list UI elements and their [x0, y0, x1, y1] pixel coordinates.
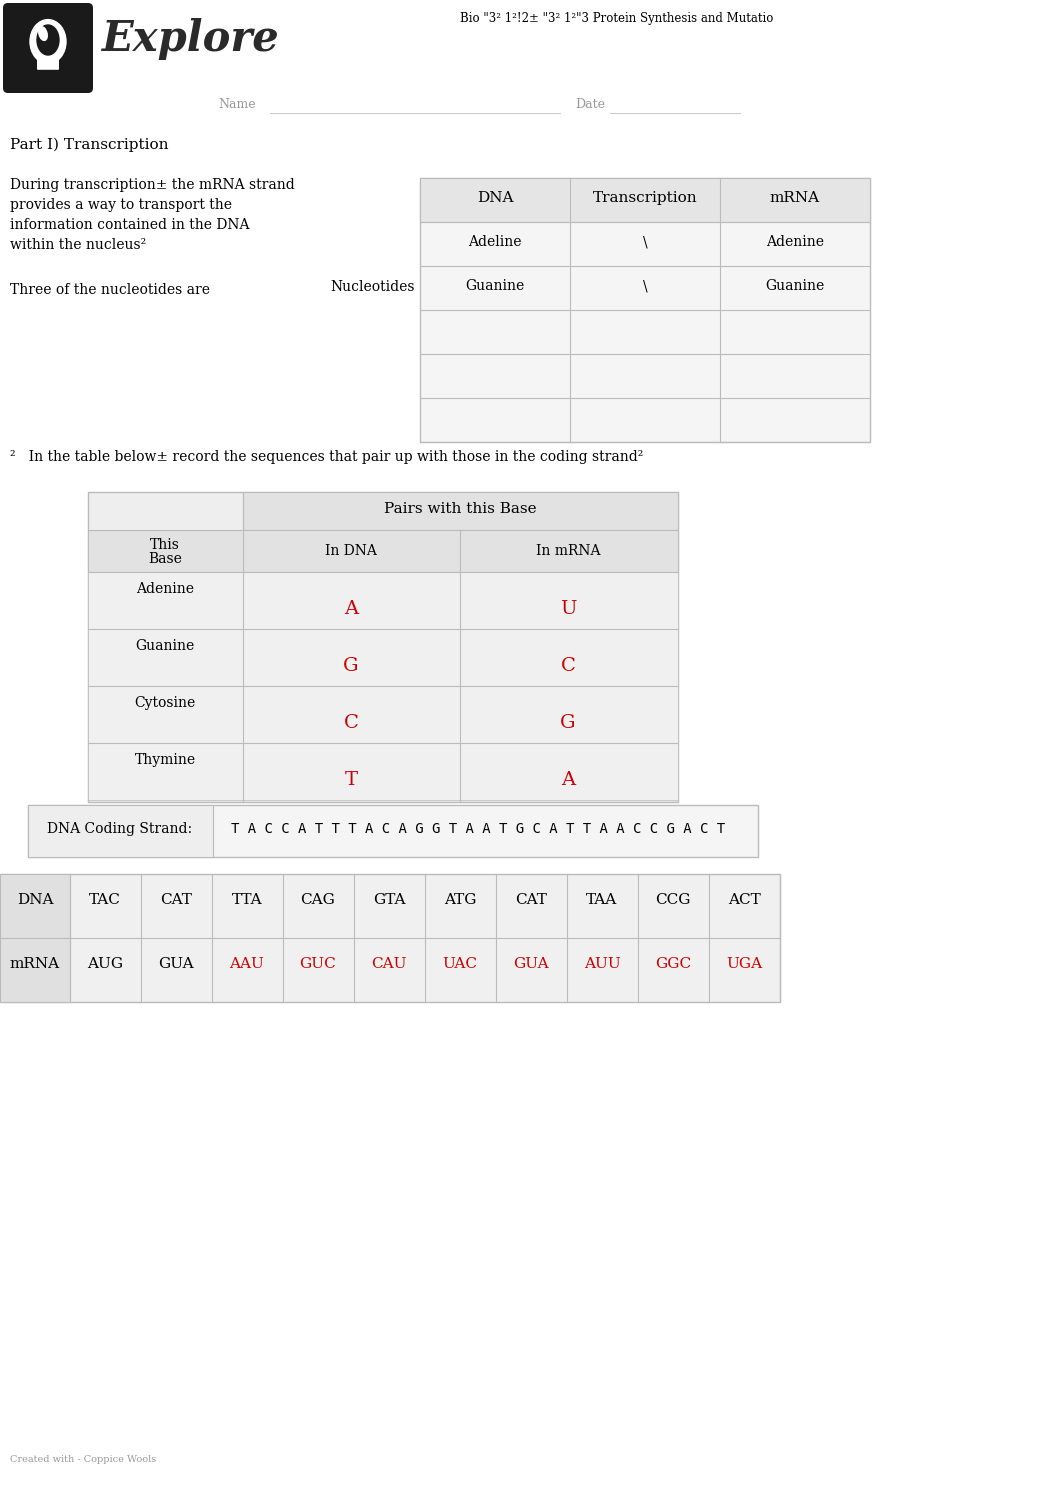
FancyBboxPatch shape [3, 3, 93, 92]
Text: mRNA: mRNA [10, 957, 61, 971]
Text: Three of the nucleotides are: Three of the nucleotides are [10, 283, 210, 296]
Text: GUC: GUC [299, 957, 337, 971]
Bar [88, 628, 678, 686]
Bar [88, 686, 678, 743]
Text: GUA: GUA [158, 957, 193, 971]
Text: AAU: AAU [229, 957, 264, 971]
Text: C: C [344, 715, 359, 733]
Bar [0, 874, 70, 1002]
Ellipse shape [37, 25, 59, 55]
Text: Adeline: Adeline [468, 235, 521, 249]
Text: \: \ [643, 235, 648, 249]
Text: TAC: TAC [89, 893, 121, 907]
Text: mRNA: mRNA [770, 191, 820, 205]
Text: \: \ [643, 278, 648, 293]
Text: DNA Coding Strand:: DNA Coding Strand: [48, 822, 192, 835]
Text: DNA: DNA [477, 191, 513, 205]
Text: Cytosine: Cytosine [135, 695, 195, 710]
Text: Adenine: Adenine [136, 582, 194, 596]
Text: GTA: GTA [373, 893, 406, 907]
Text: In mRNA: In mRNA [535, 543, 600, 558]
Bar [28, 806, 758, 858]
Text: AUU: AUU [584, 957, 620, 971]
Text: Thymine: Thymine [135, 753, 195, 767]
Text: UAC: UAC [443, 957, 478, 971]
Text: AUG: AUG [87, 957, 123, 971]
Text: U: U [560, 600, 577, 618]
Text: GUA: GUA [513, 957, 549, 971]
Text: ATG: ATG [444, 893, 476, 907]
Text: DNA: DNA [17, 893, 53, 907]
Bar [28, 806, 213, 858]
Text: Explore: Explore [102, 18, 279, 60]
Text: G: G [343, 657, 359, 675]
Text: CAT: CAT [515, 893, 547, 907]
Text: A: A [344, 600, 358, 618]
Text: G: G [561, 715, 576, 733]
Text: TTA: TTA [232, 893, 262, 907]
Text: GGC: GGC [655, 957, 691, 971]
Bar [243, 491, 678, 530]
Ellipse shape [30, 19, 66, 64]
Text: Guanine: Guanine [766, 278, 824, 293]
Text: C: C [561, 657, 576, 675]
Text: T A C C A T T T A C A G G T A A T G C A T T A A C C G A C T: T A C C A T T T A C A G G T A A T G C A … [232, 822, 725, 835]
Text: provides a way to transport the: provides a way to transport the [10, 198, 232, 211]
Ellipse shape [38, 27, 48, 40]
Bar [88, 491, 678, 803]
Bar [419, 179, 870, 442]
Bar [88, 530, 678, 572]
Bar [88, 572, 678, 628]
Text: Nucleotides: Nucleotides [330, 280, 415, 293]
FancyBboxPatch shape [37, 52, 59, 70]
Text: During transcription± the mRNA strand: During transcription± the mRNA strand [10, 179, 295, 192]
Text: information contained in the DNA: information contained in the DNA [10, 217, 250, 232]
Bar [88, 743, 678, 800]
Text: UGA: UGA [726, 957, 763, 971]
Text: Created with - Coppice Wools: Created with - Coppice Wools [10, 1455, 156, 1464]
Text: Bio "3² 1²!2± "3² 1²"3 Protein Synthesis and Mutatio: Bio "3² 1²!2± "3² 1²"3 Protein Synthesis… [460, 12, 773, 25]
Text: Name: Name [218, 98, 256, 112]
Bar [0, 874, 780, 1002]
Text: Adenine: Adenine [766, 235, 824, 249]
Text: CAG: CAG [301, 893, 336, 907]
Text: CCG: CCG [655, 893, 690, 907]
Text: ACT: ACT [727, 893, 760, 907]
Text: CAU: CAU [372, 957, 407, 971]
Text: A: A [561, 771, 575, 789]
Bar [419, 179, 870, 222]
Text: within the nucleus²: within the nucleus² [10, 238, 147, 252]
Text: ²   In the table below± record the sequences that pair up with those in the codi: ² In the table below± record the sequenc… [10, 450, 644, 465]
Text: Date: Date [575, 98, 605, 112]
Text: CAT: CAT [160, 893, 192, 907]
Text: This: This [150, 538, 179, 552]
Text: Pairs with this Base: Pairs with this Base [383, 502, 536, 517]
Text: TAA: TAA [586, 893, 618, 907]
Text: Part I) Transcription: Part I) Transcription [10, 138, 169, 152]
Text: Guanine: Guanine [135, 639, 194, 654]
Text: Base: Base [148, 552, 182, 566]
Text: In DNA: In DNA [325, 543, 377, 558]
Text: Guanine: Guanine [465, 278, 525, 293]
Text: T: T [344, 771, 358, 789]
Text: Transcription: Transcription [593, 191, 698, 205]
